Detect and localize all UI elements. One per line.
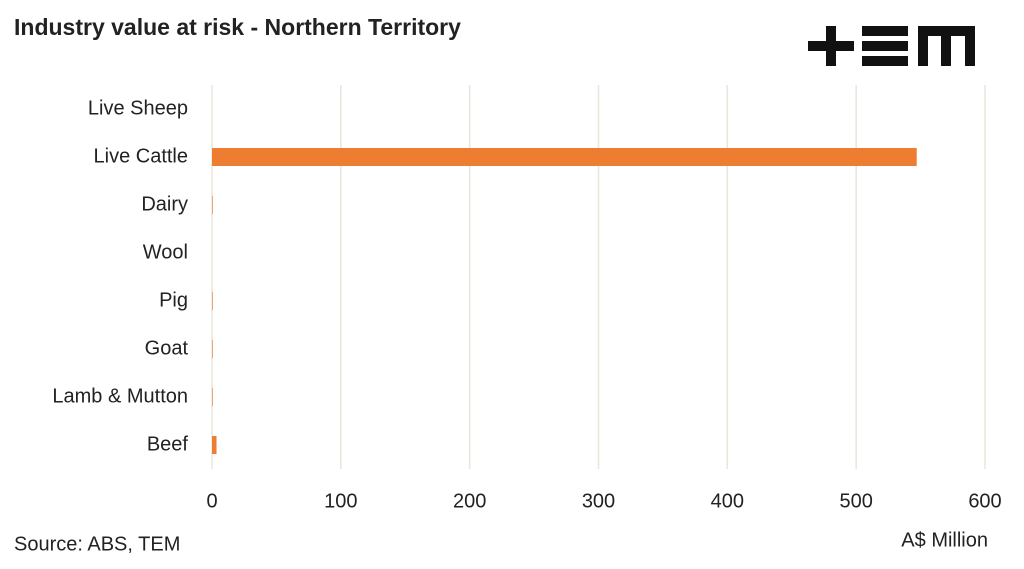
y-tick-label: Live Cattle <box>94 145 189 167</box>
y-tick-label: Goat <box>145 337 189 359</box>
y-tick-label: Lamb & Mutton <box>52 385 188 407</box>
bar <box>212 148 917 166</box>
bar <box>212 196 213 214</box>
y-tick-label: Dairy <box>141 193 188 215</box>
x-tick-label: 300 <box>582 490 615 512</box>
x-tick-label: 600 <box>968 490 1001 512</box>
logo <box>808 26 975 66</box>
y-tick-label: Live Sheep <box>88 97 188 119</box>
bar <box>212 292 213 310</box>
bar <box>212 436 217 454</box>
x-tick-label: 100 <box>324 490 357 512</box>
bar <box>212 340 213 358</box>
y-tick-label: Beef <box>147 433 189 455</box>
y-tick-label: Wool <box>143 241 188 263</box>
x-tick-label: 0 <box>206 490 217 512</box>
y-tick-label: Pig <box>159 289 188 311</box>
source-note: Source: ABS, TEM <box>14 533 180 555</box>
x-tick-label: 400 <box>711 490 744 512</box>
x-axis-label: A$ Million <box>901 529 988 551</box>
x-tick-label: 200 <box>453 490 486 512</box>
x-tick-label: 500 <box>839 490 872 512</box>
chart-title: Industry value at risk - Northern Territ… <box>14 14 461 40</box>
bar <box>212 388 213 406</box>
